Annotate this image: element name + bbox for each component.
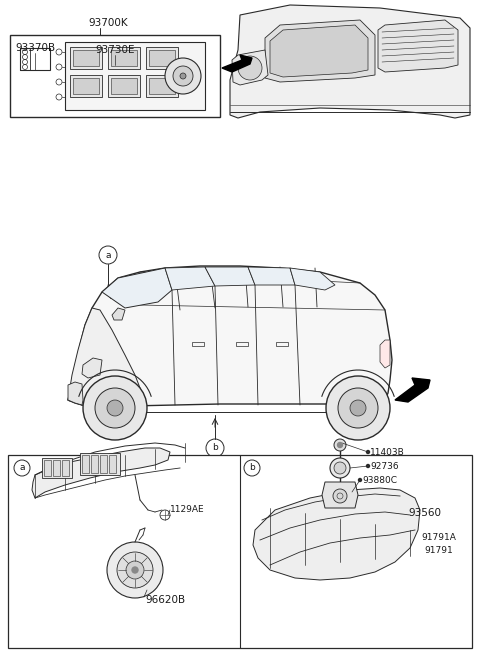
Text: 93700K: 93700K: [88, 18, 128, 28]
Circle shape: [359, 478, 361, 482]
Polygon shape: [222, 55, 252, 72]
Polygon shape: [68, 308, 140, 408]
Bar: [8, 455, 472, 648]
Circle shape: [117, 552, 153, 588]
Bar: [53, 460, 60, 476]
Circle shape: [367, 451, 370, 453]
Bar: [108, 47, 140, 69]
Polygon shape: [112, 308, 125, 320]
Bar: [192, 342, 204, 346]
Bar: [70, 47, 102, 69]
Circle shape: [107, 400, 123, 416]
Polygon shape: [322, 482, 358, 508]
Bar: [236, 342, 248, 346]
Circle shape: [238, 56, 262, 80]
Polygon shape: [205, 267, 255, 286]
Text: 93880C: 93880C: [362, 476, 397, 485]
Polygon shape: [265, 20, 375, 82]
Polygon shape: [378, 20, 458, 72]
Polygon shape: [290, 268, 335, 290]
Circle shape: [333, 489, 347, 503]
Bar: [108, 75, 140, 97]
Circle shape: [165, 58, 201, 94]
Circle shape: [95, 388, 135, 428]
Bar: [80, 453, 120, 475]
Bar: [91, 455, 98, 473]
Circle shape: [107, 542, 163, 598]
Polygon shape: [270, 25, 368, 77]
Bar: [146, 47, 178, 69]
Bar: [276, 342, 288, 346]
Text: 92736: 92736: [370, 462, 398, 471]
Bar: [111, 78, 137, 94]
Bar: [146, 75, 178, 97]
Polygon shape: [232, 50, 268, 85]
Text: b: b: [212, 443, 218, 453]
Polygon shape: [82, 358, 102, 378]
Bar: [10, 35, 220, 117]
Bar: [42, 458, 72, 478]
Bar: [149, 50, 175, 66]
Bar: [70, 75, 102, 97]
Polygon shape: [395, 378, 430, 402]
Circle shape: [126, 561, 144, 579]
Bar: [65, 42, 205, 110]
Text: b: b: [249, 464, 255, 472]
Text: a: a: [19, 464, 25, 472]
Circle shape: [132, 567, 138, 573]
Bar: [111, 50, 137, 66]
Polygon shape: [68, 266, 392, 408]
Bar: [73, 78, 99, 94]
Text: a: a: [105, 251, 111, 260]
Bar: [20, 48, 30, 70]
Text: 93730E: 93730E: [95, 45, 134, 55]
Polygon shape: [102, 268, 172, 308]
Text: 93370B: 93370B: [15, 43, 55, 53]
Text: 11403B: 11403B: [370, 448, 405, 457]
Bar: [413, 555, 419, 565]
Polygon shape: [248, 267, 295, 285]
Text: 91791: 91791: [424, 546, 453, 555]
Circle shape: [173, 66, 193, 86]
Bar: [44, 460, 51, 476]
Circle shape: [334, 462, 346, 474]
Bar: [62, 460, 69, 476]
Polygon shape: [32, 448, 170, 498]
Circle shape: [330, 458, 350, 478]
Circle shape: [326, 376, 390, 440]
Bar: [100, 455, 107, 473]
Bar: [82, 455, 89, 473]
Circle shape: [350, 400, 366, 416]
Circle shape: [83, 376, 147, 440]
Text: 1129AE: 1129AE: [170, 505, 204, 514]
Circle shape: [355, 405, 361, 411]
Text: 93560: 93560: [408, 508, 441, 518]
Circle shape: [367, 464, 370, 468]
Bar: [20, 48, 50, 70]
Polygon shape: [68, 382, 83, 405]
Circle shape: [112, 405, 118, 411]
Polygon shape: [230, 5, 470, 118]
Text: 96620B: 96620B: [145, 595, 185, 605]
Circle shape: [337, 443, 343, 447]
Bar: [149, 78, 175, 94]
Circle shape: [180, 73, 186, 79]
Text: 91791A: 91791A: [421, 533, 456, 542]
Polygon shape: [253, 488, 420, 580]
Polygon shape: [165, 267, 215, 290]
Bar: [109, 455, 116, 473]
Bar: [408, 525, 436, 543]
Polygon shape: [380, 340, 390, 368]
Circle shape: [338, 388, 378, 428]
Bar: [73, 50, 99, 66]
Circle shape: [334, 439, 346, 451]
